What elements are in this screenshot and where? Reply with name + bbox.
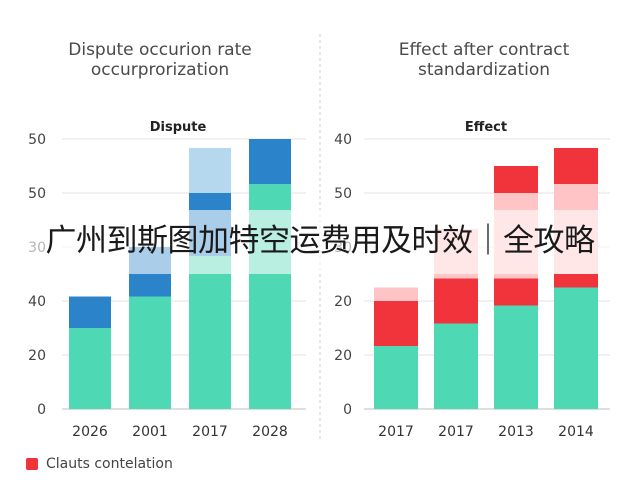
right-bar-segment	[554, 287, 598, 409]
left-y-tick-label: 0	[37, 402, 46, 418]
right-chart-subtitle: Effect	[465, 120, 507, 135]
right-bar-segment	[374, 346, 418, 409]
overlay-caption: 广州到斯图加特空运费用及时效｜全攻略	[45, 223, 596, 259]
left-y-tick-label: 40	[28, 294, 46, 310]
left-chart-title-line-2: occurprorization	[90, 60, 230, 80]
right-x-tick-label: 2014	[558, 424, 594, 440]
left-chart-title: Dispute occurion rate occurprorization	[10, 40, 310, 80]
right-y-tick-label: 50	[334, 186, 352, 202]
right-y-tick-label: 20	[334, 294, 352, 310]
left-bar-segment	[249, 139, 291, 184]
right-bar-segment	[374, 287, 418, 301]
right-bar-segment	[374, 301, 418, 346]
left-bar-segment	[69, 328, 111, 409]
left-bar-segment	[129, 296, 171, 409]
overlay-band	[0, 210, 640, 274]
right-bar-segment	[494, 305, 538, 409]
right-x-tick-label: 2017	[378, 424, 414, 440]
left-x-tick-label: 2028	[252, 424, 288, 440]
right-y-tick-label: 40	[334, 132, 352, 148]
left-y-tick-label: 50	[28, 186, 46, 202]
right-x-tick-label: 2013	[498, 424, 534, 440]
legend-swatch	[26, 458, 38, 470]
right-chart-title: Effect after contract standardization	[334, 40, 634, 80]
right-bar-segment	[494, 278, 538, 306]
right-bar-segment	[554, 274, 598, 288]
left-x-tick-label: 2017	[192, 424, 228, 440]
right-bar-segment	[494, 166, 538, 193]
left-chart-subtitle: Dispute	[150, 120, 207, 135]
right-x-tick-label: 2017	[438, 424, 474, 440]
left-chart-title-line-1: Dispute occurion rate	[68, 40, 252, 60]
legend-label: Clauts contelation	[46, 456, 173, 472]
left-y-tick-label: 20	[28, 348, 46, 364]
right-y-tick-label: 20	[334, 348, 352, 364]
legend: Clauts contelation	[26, 456, 173, 472]
right-bar-segment	[434, 278, 478, 324]
left-y-tick-label: 50	[28, 132, 46, 148]
left-bar-segment	[189, 256, 231, 409]
right-chart-title-line-1: Effect after contract	[398, 40, 570, 60]
right-chart-title-line-2: standardization	[417, 60, 551, 80]
left-bar-segment	[189, 148, 231, 193]
left-x-tick-label: 2001	[132, 424, 168, 440]
left-x-tick-label: 2026	[72, 424, 108, 440]
right-bar-segment	[434, 323, 478, 409]
left-bar-segment	[69, 296, 111, 328]
right-bar-segment	[554, 148, 598, 184]
right-y-tick-label: 0	[343, 402, 352, 418]
